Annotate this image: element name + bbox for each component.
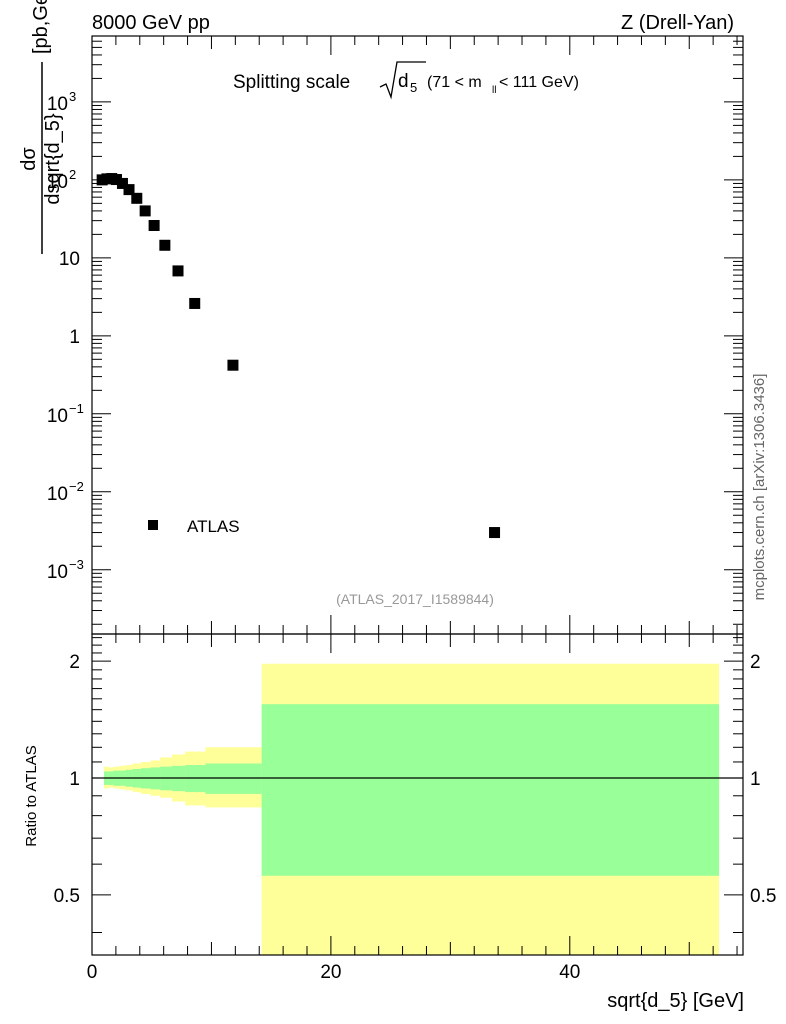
data-point — [123, 184, 135, 196]
data-point — [189, 297, 201, 309]
x-tick-labels: 0 20 40 — [87, 962, 581, 983]
ratio-y-tick-label: 0.5 — [54, 886, 80, 907]
data-point — [489, 527, 501, 539]
ratio-y-tick-labels: 2 2 1 1 0.5 0.5 — [54, 652, 777, 907]
ratio-y-tick-label-right: 1 — [750, 769, 761, 790]
data-point — [159, 239, 171, 251]
data-point — [116, 177, 128, 189]
top-y-tick-label: 1 — [69, 327, 80, 348]
top-y-tick-exp: −2 — [69, 479, 84, 494]
ratio-y-tick-label-right: 0.5 — [750, 886, 776, 907]
plot-title: Splitting scale d 5 (71 < m ll < 111 GeV… — [233, 61, 579, 100]
ratio-y-label: Ratio to ATLAS — [23, 745, 40, 846]
header-left: 8000 GeV pp — [92, 12, 210, 34]
top-y-tick-label: 10 −2 — [47, 479, 84, 505]
ylabel-numerator: dσ — [18, 147, 40, 171]
top-y-tick-exp: −3 — [69, 557, 84, 572]
top-y-tick-base: 10 — [47, 172, 68, 193]
ratio-y-tick-label: 2 — [69, 652, 80, 673]
x-tick-label: 40 — [559, 962, 580, 983]
title-main: Splitting scale — [233, 72, 350, 93]
top-y-label: dσ dsqrt{d_5} [pb,GeV -1 ] — [18, 0, 64, 254]
ratio-y-tick-label: 1 — [69, 769, 80, 790]
header-right: Z (Drell-Yan) — [621, 12, 734, 34]
ratio-axis-ticks — [91, 634, 743, 955]
title-range-post: < 111 GeV) — [499, 74, 579, 91]
top-y-tick-label: 10 3 — [47, 89, 76, 115]
top-y-tick-base: 10 — [47, 406, 68, 427]
green-band — [261, 704, 720, 876]
x-tick-label: 20 — [320, 962, 341, 983]
top-y-tick-exp: 3 — [69, 89, 76, 104]
top-y-tick-exp: 2 — [69, 167, 76, 182]
title-sqrt-arg: d — [398, 71, 409, 92]
title-sqrt-sub: 5 — [410, 80, 417, 95]
ylabel-units-pre: [pb,GeV — [30, 0, 52, 54]
top-y-tick-base: 10 — [47, 562, 68, 583]
data-point — [227, 359, 239, 371]
data-point — [139, 205, 151, 217]
top-y-tick-label: 10 — [59, 249, 80, 270]
legend-marker — [148, 520, 158, 530]
ylabel-denominator: dsqrt{d_5} — [42, 113, 64, 205]
top-y-tick-base: 10 — [47, 94, 68, 115]
top-y-tick-base: 1 — [69, 327, 80, 348]
top-panel-frame — [91, 35, 744, 635]
top-y-tick-exp: −1 — [69, 401, 84, 416]
ratio-bands — [103, 663, 720, 955]
data-point — [172, 265, 184, 277]
legend-label: ATLAS — [187, 517, 240, 536]
side-label: mcplots.cern.ch [arXiv:1306.3436] — [751, 374, 768, 601]
analysis-id: (ATLAS_2017_I1589844) — [336, 591, 494, 607]
x-tick-label: 0 — [87, 962, 98, 983]
title-range-pre: (71 < m — [427, 74, 482, 91]
title-range-sub: ll — [492, 85, 496, 96]
green-band — [205, 763, 262, 794]
data-point — [131, 192, 143, 204]
top-y-tick-base: 10 — [59, 249, 80, 270]
top-y-tick-label: 10 −3 — [47, 557, 84, 583]
ratio-y-tick-label-right: 2 — [750, 652, 761, 673]
ratio-panel-frame — [91, 633, 744, 956]
top-axis-ticks — [91, 35, 743, 634]
top-y-tick-label: 10 −1 — [47, 401, 84, 427]
top-y-tick-label: 10 2 — [47, 167, 76, 193]
legend: ATLAS — [148, 517, 240, 536]
top-y-tick-base: 10 — [47, 484, 68, 505]
x-axis-label: sqrt{d_5} [GeV] — [607, 990, 744, 1012]
sqrt-symbol — [379, 61, 426, 100]
atlas-markers — [96, 173, 501, 539]
data-point — [148, 219, 160, 231]
data-point — [110, 174, 122, 186]
